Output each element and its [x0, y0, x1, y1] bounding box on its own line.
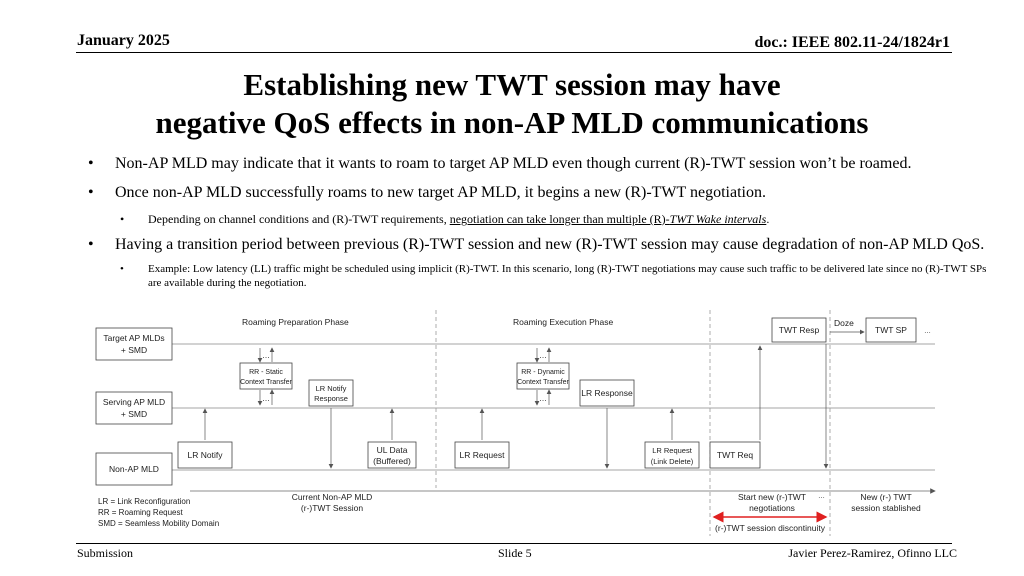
lr-request-link-delete-box: LR Request (Link Delete)	[644, 441, 700, 469]
svg-text:TWT SP: TWT SP	[875, 325, 907, 335]
lr-notify-response-box: LR Notify Response	[308, 379, 354, 407]
svg-text:LR = Link Reconfiguration: LR = Link Reconfiguration	[98, 497, 190, 506]
roaming-sequence-diagram: Roaming Preparation Phase Roaming Execut…	[95, 310, 936, 536]
svg-text:LR Request: LR Request	[652, 446, 693, 455]
current-session-label-2: (r-)TWT Session	[301, 503, 363, 513]
bullet-3: • Having a transition period between prev…	[88, 236, 985, 253]
header-date: January 2025	[77, 32, 170, 49]
bullet-list: • Non-AP MLD may indicate that it wants t…	[88, 154, 988, 298]
bullet-2-sub: • Depending on channel conditions and (R)…	[120, 212, 770, 226]
lr-request-box: LR Request	[454, 441, 510, 469]
start-new-label-1: Start new (r-)TWT	[738, 492, 806, 502]
title-line-2: negative QoS effects in non-AP MLD commu…	[155, 105, 869, 140]
svg-text:RR - Static: RR - Static	[249, 369, 283, 376]
svg-text:Context Transfer: Context Transfer	[517, 379, 569, 386]
new-session-label-2: session stablished	[851, 503, 921, 513]
svg-text:LR Notify: LR Notify	[316, 384, 347, 393]
svg-text:TWT Req: TWT Req	[717, 450, 753, 460]
rr-dynamic-context-box: RR - Dynamic Context Transfer	[516, 362, 570, 390]
twt-sp-box: TWT SP	[865, 317, 917, 343]
lr-notify-box: LR Notify	[177, 441, 233, 469]
svg-text:…: …	[539, 351, 547, 360]
svg-text:UL Data: UL Data	[377, 445, 408, 455]
lr-response-box: LR Response	[579, 379, 635, 407]
svg-text:Serving AP MLD: Serving AP MLD	[103, 397, 165, 407]
header-divider	[76, 52, 952, 53]
svg-text:LR Response: LR Response	[581, 388, 633, 398]
ul-data-box: UL Data (Buffered)	[367, 441, 417, 469]
exec-phase-label: Roaming Execution Phase	[513, 317, 613, 327]
svg-text:LR Notify: LR Notify	[188, 450, 224, 460]
start-new-label-2: negotiations	[749, 503, 795, 513]
svg-text:TWT Resp: TWT Resp	[779, 325, 820, 335]
target-ap-box: Target AP MLDs + SMD	[95, 327, 173, 361]
header-doc-id: doc.: IEEE 802.11-24/1824r1	[754, 34, 950, 51]
svg-text:…: …	[539, 394, 547, 403]
footer-submission: Submission	[77, 546, 134, 560]
svg-text:(Link Delete): (Link Delete)	[651, 457, 694, 466]
bullet-2: • Once non-AP MLD successfully roams to n…	[88, 184, 766, 201]
discontinuity-label: (r-)TWT session discontinuity	[715, 523, 826, 533]
rr-static-context-box: RR - Static Context Transfer	[239, 362, 293, 390]
svg-text:…: …	[262, 351, 270, 360]
doze-label: Doze	[834, 318, 854, 328]
footer-slide-number: Slide 5	[498, 546, 532, 560]
twt-req-box: TWT Req	[709, 441, 761, 469]
bullet-1: • Non-AP MLD may indicate that it wants t…	[88, 155, 912, 172]
svg-text:+ SMD: + SMD	[121, 345, 147, 355]
svg-text:+ SMD: + SMD	[121, 409, 147, 419]
svg-text:Target AP MLDs: Target AP MLDs	[103, 333, 164, 343]
twt-resp-box: TWT Resp	[771, 317, 827, 343]
legend: LR = Link Reconfiguration RR = Roaming R…	[98, 497, 219, 528]
slide-title: Establishing new TWT session may have ne…	[0, 66, 1024, 142]
bullet-3-sub: • Example: Low latency (LL) traffic might…	[120, 263, 987, 289]
current-session-label-1: Current Non-AP MLD	[292, 492, 373, 502]
svg-text:SMD = Seamless Mobility Domain: SMD = Seamless Mobility Domain	[98, 519, 219, 528]
svg-text:…: …	[924, 328, 931, 335]
nonap-box: Non-AP MLD	[95, 452, 173, 486]
svg-text:Context Transfer: Context Transfer	[240, 379, 292, 386]
svg-text:Non-AP MLD: Non-AP MLD	[109, 464, 159, 474]
serving-ap-box: Serving AP MLD + SMD	[95, 391, 173, 425]
footer-divider	[76, 543, 952, 544]
footer-author: Javier Perez-Ramirez, Ofinno LLC	[788, 546, 957, 560]
svg-text:…: …	[818, 493, 825, 500]
new-session-label-1: New (r-) TWT	[860, 492, 911, 502]
svg-text:Response: Response	[314, 394, 348, 403]
prep-phase-label: Roaming Preparation Phase	[242, 317, 349, 327]
svg-text:…: …	[262, 394, 270, 403]
title-line-1: Establishing new TWT session may have	[243, 67, 781, 102]
svg-text:RR = Roaming Request: RR = Roaming Request	[98, 508, 183, 517]
svg-text:LR Request: LR Request	[460, 450, 506, 460]
svg-text:(Buffered): (Buffered)	[373, 456, 411, 466]
svg-text:RR - Dynamic: RR - Dynamic	[521, 369, 565, 376]
